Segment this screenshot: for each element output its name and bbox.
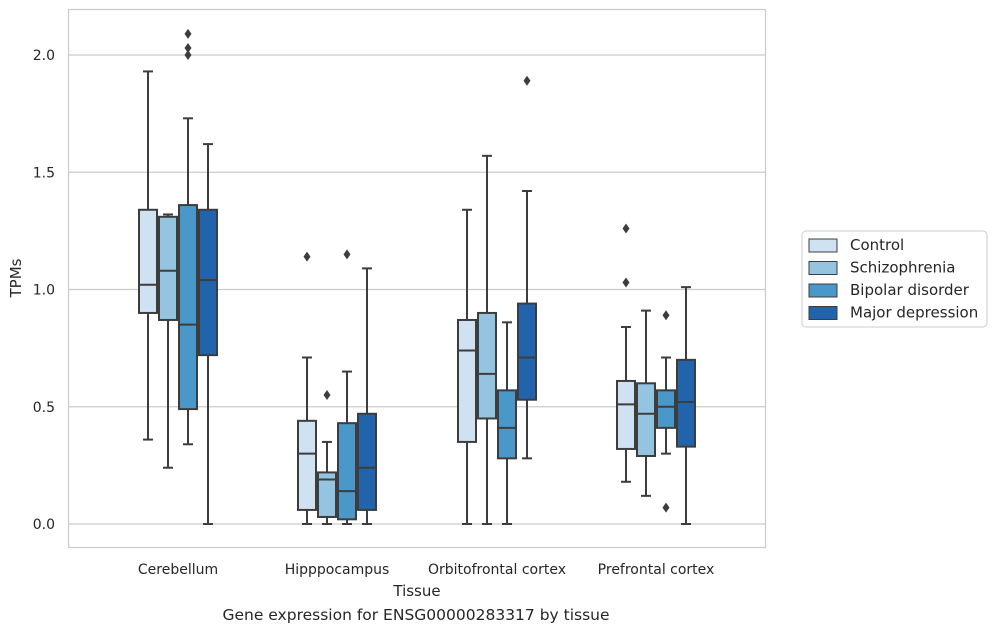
legend-label: Major depression [850, 304, 978, 322]
box-schizophrenia [477, 154, 497, 525]
x-tick-label: Prefrontal cortex [598, 562, 715, 578]
outlier-point [662, 502, 670, 513]
legend-label: Schizophrenia [850, 259, 955, 277]
legend: Control Schizophrenia Bipolar disorder Majo… [801, 230, 988, 328]
outlier-point [662, 310, 670, 321]
y-tick-label: 0.5 [33, 400, 55, 416]
outlier-point [184, 28, 192, 39]
legend-label: Control [850, 236, 904, 254]
box-plot-series [138, 28, 696, 525]
box-bipolar-disorder [497, 321, 517, 525]
outlier-point [323, 390, 331, 401]
x-tick-label: Hipppocampus [285, 562, 390, 578]
figure-caption: Gene expression for ENSG00000283317 by t… [222, 606, 610, 624]
legend-swatch [808, 306, 838, 320]
y-axis-ticks: 0.0 0.5 1.0 1.5 2.0 [33, 48, 55, 533]
x-axis-label: Tissue [392, 582, 440, 600]
box-major-depression [517, 75, 537, 460]
box-iqr [178, 204, 198, 411]
x-tick-label: Cerebellum [138, 562, 218, 578]
box-major-depression [676, 286, 696, 525]
box-major-depression [357, 267, 377, 525]
box-iqr [158, 215, 178, 321]
box-iqr [676, 358, 696, 448]
box-iqr [477, 311, 497, 420]
box-iqr [656, 389, 676, 429]
legend-label: Bipolar disorder [850, 281, 970, 299]
x-tick-label: Orbitofrontal cortex [428, 562, 566, 578]
outlier-point [303, 251, 311, 262]
box-bipolar-disorder [178, 28, 198, 446]
outlier-point [184, 42, 192, 53]
box-bipolar-disorder [656, 310, 676, 513]
legend-swatch [808, 238, 838, 253]
legend-swatch [808, 261, 838, 275]
box-control [457, 208, 477, 525]
box-iqr [337, 422, 357, 521]
y-tick-label: 1.0 [33, 283, 55, 299]
y-tick-label: 2.0 [33, 48, 55, 64]
box-iqr [138, 208, 158, 314]
outlier-point [184, 50, 192, 60]
box-major-depression [198, 143, 218, 525]
plot-frame [67, 8, 767, 549]
box-schizophrenia [636, 309, 656, 497]
box-iqr [636, 382, 656, 457]
y-tick-label: 1.5 [33, 165, 55, 181]
box-iqr [616, 379, 636, 450]
box-iqr [517, 302, 537, 401]
legend-frame [801, 230, 988, 328]
outlier-point [622, 223, 630, 234]
box-control [616, 223, 636, 483]
box-iqr [457, 318, 477, 443]
box-iqr [497, 389, 517, 460]
box-iqr [297, 419, 317, 511]
box-iqr [198, 208, 218, 357]
box-iqr [357, 412, 377, 511]
box-control [138, 70, 158, 441]
box-control [297, 251, 317, 525]
box-schizophrenia [158, 213, 178, 469]
y-tick-label: 0.0 [33, 517, 55, 533]
box-schizophrenia [317, 390, 337, 525]
x-axis-ticks: Cerebellum Hipppocampus Orbitofrontal cort… [138, 562, 714, 578]
outlier-point [523, 75, 531, 86]
y-axis-label: TPMs [7, 258, 25, 298]
box-bipolar-disorder [337, 249, 357, 525]
legend-swatch [808, 283, 838, 298]
outlier-point [343, 249, 351, 260]
box-iqr [317, 471, 337, 518]
outlier-point [622, 277, 630, 288]
